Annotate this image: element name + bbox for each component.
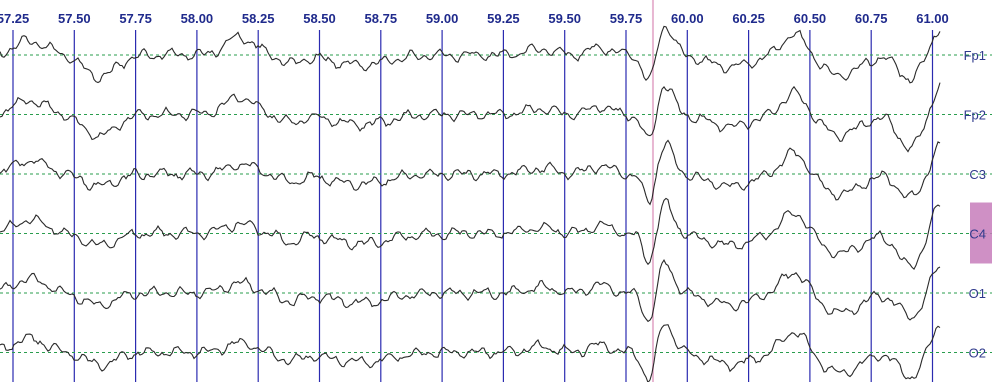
time-tick-label: 60.25 xyxy=(732,11,765,26)
time-tick-label: 60.00 xyxy=(671,11,704,26)
time-tick-label: 57.50 xyxy=(58,11,91,26)
time-tick-label: 57.25 xyxy=(0,11,29,26)
channel-label-c3[interactable]: C3 xyxy=(969,167,986,182)
time-grid xyxy=(12,30,934,382)
time-tick-label: 58.25 xyxy=(242,11,275,26)
channel-label-fp2[interactable]: Fp2 xyxy=(964,108,986,123)
time-tick-label: 59.00 xyxy=(426,11,459,26)
channel-label-o1[interactable]: O1 xyxy=(969,286,986,301)
time-tick-label: 60.75 xyxy=(855,11,888,26)
eeg-traces xyxy=(0,25,941,382)
channel-label-fp1[interactable]: Fp1 xyxy=(964,48,986,63)
time-axis-labels: 57.25 57.50 57.75 58.00 58.25 58.50 58.75 59.00… xyxy=(0,11,949,26)
channel-label-c4[interactable]: C4 xyxy=(969,227,986,242)
time-tick-label: 58.50 xyxy=(303,11,336,26)
trace-fp1 xyxy=(0,25,941,84)
trace-o1 xyxy=(0,258,941,323)
trace-o2 xyxy=(0,324,941,382)
channel-labels: Fp1 Fp2 C3 C4 O1 O2 xyxy=(964,48,986,361)
time-tick-label: 61.00 xyxy=(916,11,949,26)
time-tick-label: 57.75 xyxy=(119,11,152,26)
channel-label-o2[interactable]: O2 xyxy=(969,346,986,361)
channel-selection-highlight[interactable] xyxy=(970,202,992,264)
trace-fp2 xyxy=(0,82,941,153)
time-tick-label: 58.75 xyxy=(365,11,398,26)
trace-c3 xyxy=(0,139,941,206)
time-tick-label: 59.50 xyxy=(548,11,581,26)
time-tick-label: 58.00 xyxy=(181,11,214,26)
time-tick-label: 60.50 xyxy=(794,11,827,26)
trace-c4 xyxy=(0,197,941,270)
time-tick-label: 59.75 xyxy=(610,11,643,26)
time-tick-label: 59.25 xyxy=(487,11,520,26)
